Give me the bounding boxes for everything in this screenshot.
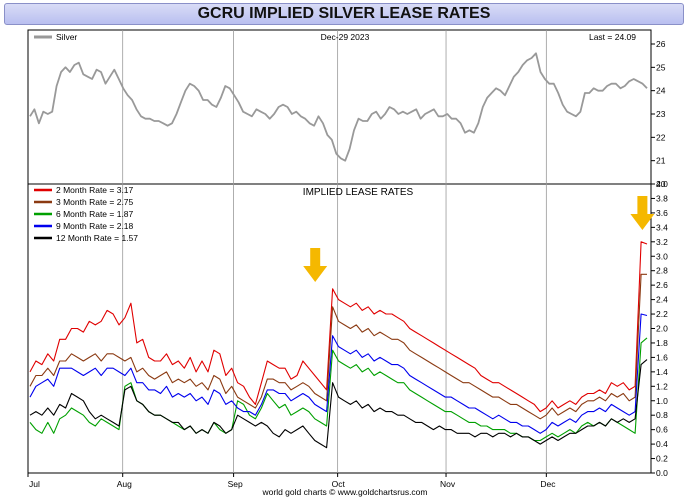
legend-12-month: 12 Month Rate = 1.57 (56, 233, 138, 243)
lease-panel-title: IMPLIED LEASE RATES (303, 187, 414, 198)
y-tick-label: 26 (656, 39, 666, 49)
y-tick-label: 3.2 (656, 237, 668, 247)
highlight-arrow (303, 248, 328, 282)
silver-price-axis: 20 21 22 23 24 25 26 (651, 39, 666, 189)
y-tick-label: 1.2 (656, 381, 668, 391)
y-tick-label: 0.8 (656, 410, 668, 420)
highlight-arrows (303, 196, 655, 282)
silver-price-series (29, 52, 648, 162)
y-tick-label: 3.6 (656, 208, 668, 218)
y-tick-label: 25 (656, 62, 666, 72)
y-tick-label: 1.0 (656, 396, 668, 406)
chart-frame (27, 29, 652, 474)
series-line-3-month-rate (29, 273, 647, 420)
month-label: Nov (440, 479, 456, 489)
legend-3-month: 3 Month Rate = 2.75 (56, 197, 134, 207)
y-tick-label: 1.8 (656, 338, 668, 348)
page-title: GCRU IMPLIED SILVER LEASE RATES (4, 3, 684, 25)
y-tick-label: 4.0 (656, 179, 668, 189)
y-tick-label: 3.8 (656, 193, 668, 203)
month-axis: Jul Aug Sep Oct Nov Dec (27, 473, 556, 489)
silver-legend-label: Silver (56, 32, 77, 42)
y-tick-label: 0.6 (656, 425, 668, 435)
series-line-silver (29, 52, 648, 162)
legend-2-month: 2 Month Rate = 3.17 (56, 185, 134, 195)
series-line-2-month-rate (29, 241, 648, 413)
series-line-9-month-rate (29, 313, 648, 434)
y-tick-label: 24 (656, 86, 666, 96)
legend-9-month: 9 Month Rate = 2.18 (56, 221, 134, 231)
y-tick-label: 2.8 (656, 266, 668, 276)
series-line-12-month-rate (29, 359, 648, 449)
y-tick-label: 1.4 (656, 367, 668, 377)
y-tick-label: 21 (656, 156, 666, 166)
month-label: Dec (540, 479, 556, 489)
lease-legend: 2 Month Rate = 3.17 3 Month Rate = 2.75 … (34, 185, 138, 243)
y-tick-label: 20 (656, 179, 666, 189)
y-tick-label: 3.4 (656, 222, 668, 232)
highlight-arrow (630, 196, 655, 230)
y-tick-label: 2.2 (656, 309, 668, 319)
y-tick-label: 23 (656, 109, 666, 119)
date-label: Dec-29 2023 (321, 32, 370, 42)
y-tick-label: 0.0 (656, 468, 668, 478)
last-value-label: Last = 24.09 (589, 32, 636, 42)
y-tick-label: 0.2 (656, 454, 668, 464)
lease-rate-series (29, 241, 648, 449)
y-tick-label: 3.0 (656, 251, 668, 261)
y-tick-label: 0.4 (656, 439, 668, 449)
lease-rate-axis: 0.0 0.2 0.4 0.6 0.8 1.0 1.2 1.4 1.6 1.8 2.0 2.2 2.4 2… (651, 179, 668, 478)
month-label: Aug (117, 479, 132, 489)
legend-6-month: 6 Month Rate = 1.87 (56, 209, 134, 219)
y-tick-label: 2.4 (656, 295, 668, 305)
month-label: Oct (332, 479, 346, 489)
y-tick-label: 2.6 (656, 280, 668, 290)
y-tick-label: 2.0 (656, 324, 668, 334)
month-label: Sep (228, 479, 243, 489)
series-line-6-month-rate (29, 337, 648, 442)
y-tick-label: 1.6 (656, 352, 668, 362)
y-tick-label: 22 (656, 132, 666, 142)
month-label: Jul (29, 479, 40, 489)
footer-credit: world gold charts © www.goldchartsrus.co… (262, 487, 428, 497)
